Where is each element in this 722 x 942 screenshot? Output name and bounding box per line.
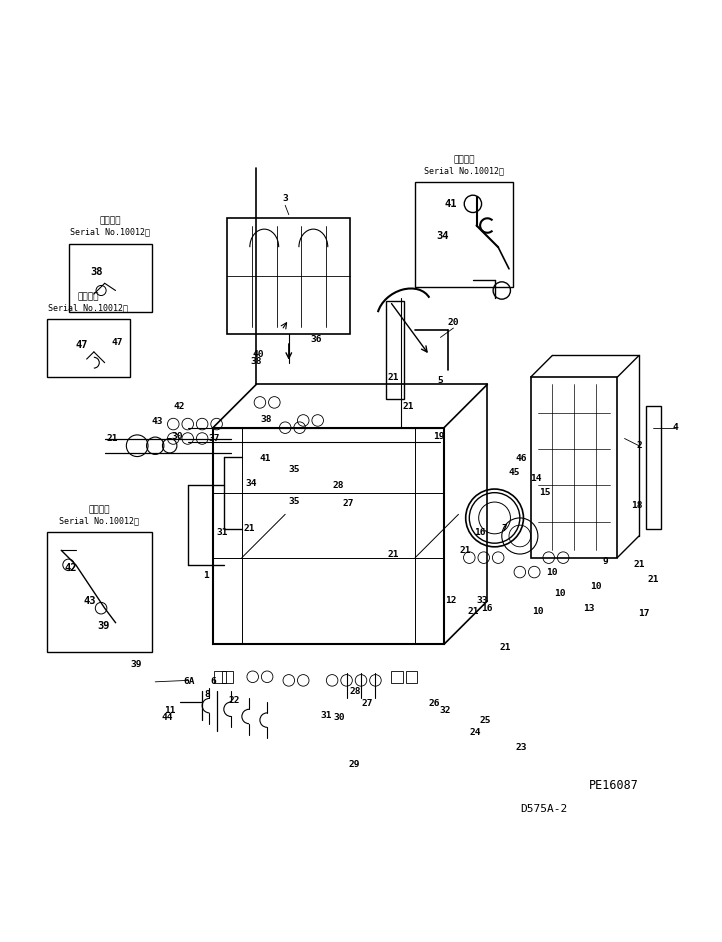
Text: 26: 26 (429, 699, 440, 708)
Text: 37: 37 (209, 434, 220, 443)
Text: 31: 31 (217, 528, 228, 537)
Text: 27: 27 (342, 499, 354, 508)
Text: Serial No.10012～: Serial No.10012～ (59, 516, 139, 525)
Text: 47: 47 (76, 340, 88, 349)
Text: 38: 38 (260, 414, 271, 424)
Text: D575A-2: D575A-2 (520, 804, 567, 814)
Text: 21: 21 (402, 401, 414, 411)
Bar (531, 377, 617, 558)
Bar (47, 319, 130, 377)
Text: 30: 30 (334, 713, 345, 723)
Text: 40: 40 (253, 349, 264, 359)
Text: 34: 34 (437, 232, 449, 241)
Bar (213, 428, 444, 644)
Text: Serial No.10012～: Serial No.10012～ (424, 166, 504, 175)
Text: 16: 16 (474, 528, 486, 537)
Text: 21: 21 (648, 575, 659, 584)
Text: 32: 32 (440, 706, 451, 715)
Text: 17: 17 (638, 609, 650, 619)
Text: 7: 7 (501, 525, 507, 533)
Text: 適用号等: 適用号等 (100, 217, 121, 225)
Text: Serial No.10012～: Serial No.10012～ (70, 227, 150, 236)
Text: 42: 42 (173, 401, 185, 411)
Text: 16: 16 (482, 604, 493, 612)
Text: 39: 39 (130, 660, 142, 669)
Text: 35: 35 (289, 465, 300, 474)
Text: 43: 43 (152, 417, 163, 427)
Bar (214, 671, 226, 683)
Text: 2: 2 (636, 441, 642, 450)
Text: 21: 21 (633, 560, 645, 569)
Text: 25: 25 (479, 716, 491, 724)
Text: 21: 21 (460, 546, 471, 555)
Text: 22: 22 (229, 696, 240, 706)
Text: 39: 39 (97, 621, 110, 631)
Text: 27: 27 (361, 699, 373, 708)
Text: 9: 9 (602, 557, 608, 566)
Bar (406, 671, 417, 683)
Text: 34: 34 (245, 479, 257, 489)
Bar (391, 671, 403, 683)
Text: 42: 42 (65, 563, 77, 574)
Bar (386, 301, 404, 398)
Text: 18: 18 (631, 501, 643, 511)
Text: 28: 28 (332, 481, 344, 490)
Text: 21: 21 (500, 643, 511, 653)
Text: 14: 14 (530, 474, 542, 482)
Text: 44: 44 (162, 713, 173, 723)
Text: 46: 46 (516, 453, 527, 463)
Text: 10: 10 (532, 608, 544, 616)
Bar (222, 671, 233, 683)
Text: 適用号等: 適用号等 (78, 292, 99, 301)
Text: 38: 38 (251, 357, 262, 365)
Text: PE16087: PE16087 (588, 779, 638, 791)
Text: 8: 8 (204, 690, 210, 699)
Text: 21: 21 (243, 525, 255, 533)
Text: 21: 21 (388, 373, 399, 382)
Text: 23: 23 (516, 743, 527, 752)
Bar (415, 182, 513, 287)
Text: 10: 10 (590, 582, 601, 591)
Text: 3: 3 (282, 194, 288, 203)
Text: 35: 35 (289, 496, 300, 506)
Text: 適用号等: 適用号等 (453, 155, 474, 164)
Text: 21: 21 (388, 549, 399, 559)
Bar (47, 532, 152, 652)
Text: 33: 33 (477, 596, 488, 606)
Text: 適用号等: 適用号等 (89, 505, 110, 514)
Text: 19: 19 (433, 431, 445, 441)
Text: 24: 24 (469, 728, 481, 737)
Text: 28: 28 (349, 687, 361, 696)
Text: Serial No.10012～: Serial No.10012～ (48, 303, 129, 312)
Text: 21: 21 (467, 608, 479, 616)
Text: 12: 12 (445, 596, 457, 606)
Text: 10: 10 (554, 590, 565, 598)
Text: 13: 13 (583, 604, 594, 612)
Text: 6: 6 (210, 677, 216, 687)
Text: 30: 30 (171, 431, 183, 441)
Text: 15: 15 (539, 488, 551, 497)
Text: 20: 20 (448, 318, 459, 328)
Text: 6A: 6A (183, 677, 195, 687)
Text: 36: 36 (310, 335, 322, 344)
Text: 21: 21 (106, 434, 118, 443)
Text: 38: 38 (90, 268, 103, 278)
Bar (227, 219, 350, 333)
Text: 4: 4 (672, 423, 678, 432)
Text: 1: 1 (203, 571, 209, 580)
Text: 5: 5 (438, 376, 443, 385)
Text: 45: 45 (508, 468, 520, 477)
Text: 11: 11 (164, 706, 175, 715)
Text: 43: 43 (83, 596, 95, 606)
Text: 41: 41 (260, 453, 271, 463)
Text: 29: 29 (348, 760, 360, 770)
Bar (646, 406, 661, 528)
Text: 47: 47 (111, 338, 123, 347)
Text: 41: 41 (444, 199, 456, 209)
Text: 10: 10 (547, 568, 558, 577)
Text: 31: 31 (321, 710, 332, 720)
Bar (69, 244, 152, 312)
